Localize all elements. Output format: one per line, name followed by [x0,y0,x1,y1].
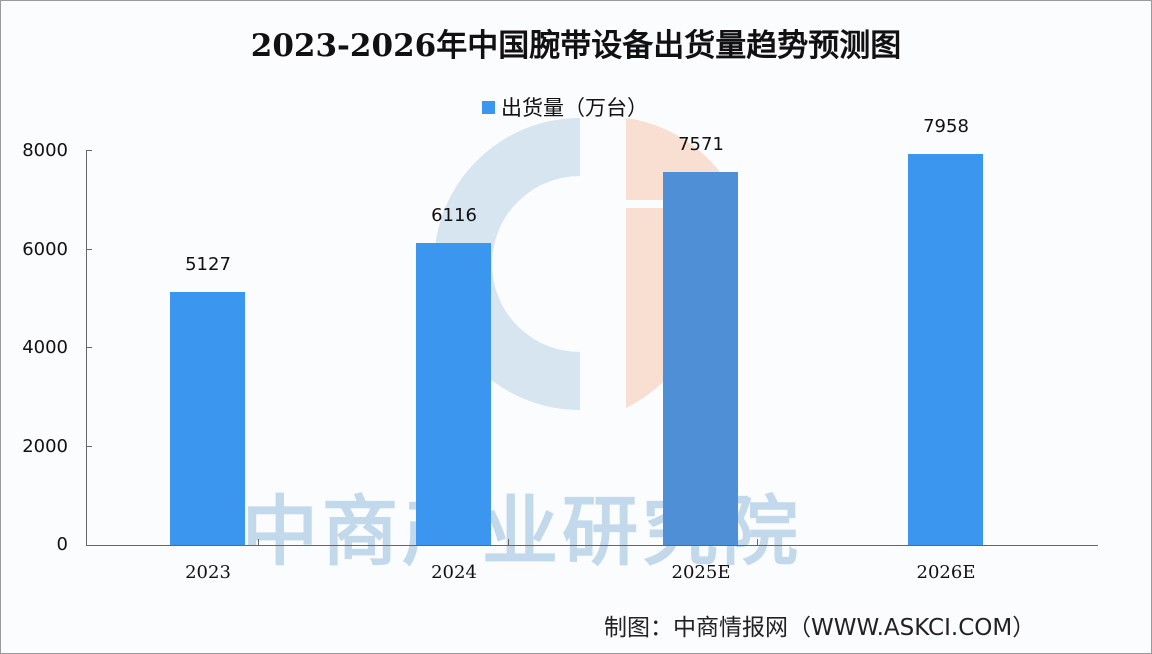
y-tick-label: 6000 [22,239,68,260]
x-tick [508,539,509,545]
value-label: 7571 [678,134,724,155]
x-tick-label: 2024 [431,562,477,583]
x-tick-label: 2026E [916,562,976,583]
y-tick [86,347,92,348]
bar-2024 [416,243,491,545]
x-tick [258,539,259,545]
bar-2023 [170,292,245,545]
legend: 出货量（万台） [482,92,648,122]
y-tick-label: 4000 [22,337,68,358]
y-tick-label: 0 [56,534,68,555]
value-label: 6116 [431,205,477,226]
x-tick-label: 2023 [185,562,231,583]
bar-2025e [663,172,738,545]
y-tick [86,249,92,250]
y-axis [86,150,87,546]
y-tick [86,446,92,447]
y-tick [86,545,92,546]
legend-swatch-icon [482,100,495,114]
chart-title: 2023-2026年中国腕带设备出货量趋势预测图 [250,28,902,64]
y-tick [86,150,92,151]
source-credit: 制图：中商情报网（WWW.ASKCI.COM） [604,615,1036,641]
value-label: 5127 [185,254,231,275]
y-tick-label: 8000 [22,140,68,161]
legend-label: 出货量（万台） [501,96,648,120]
y-tick-label: 2000 [22,436,68,457]
x-axis [86,545,1098,546]
bar-2026e [908,154,983,545]
x-tick-label: 2025E [671,562,731,583]
value-label: 7958 [923,116,969,137]
x-tick [757,539,758,545]
